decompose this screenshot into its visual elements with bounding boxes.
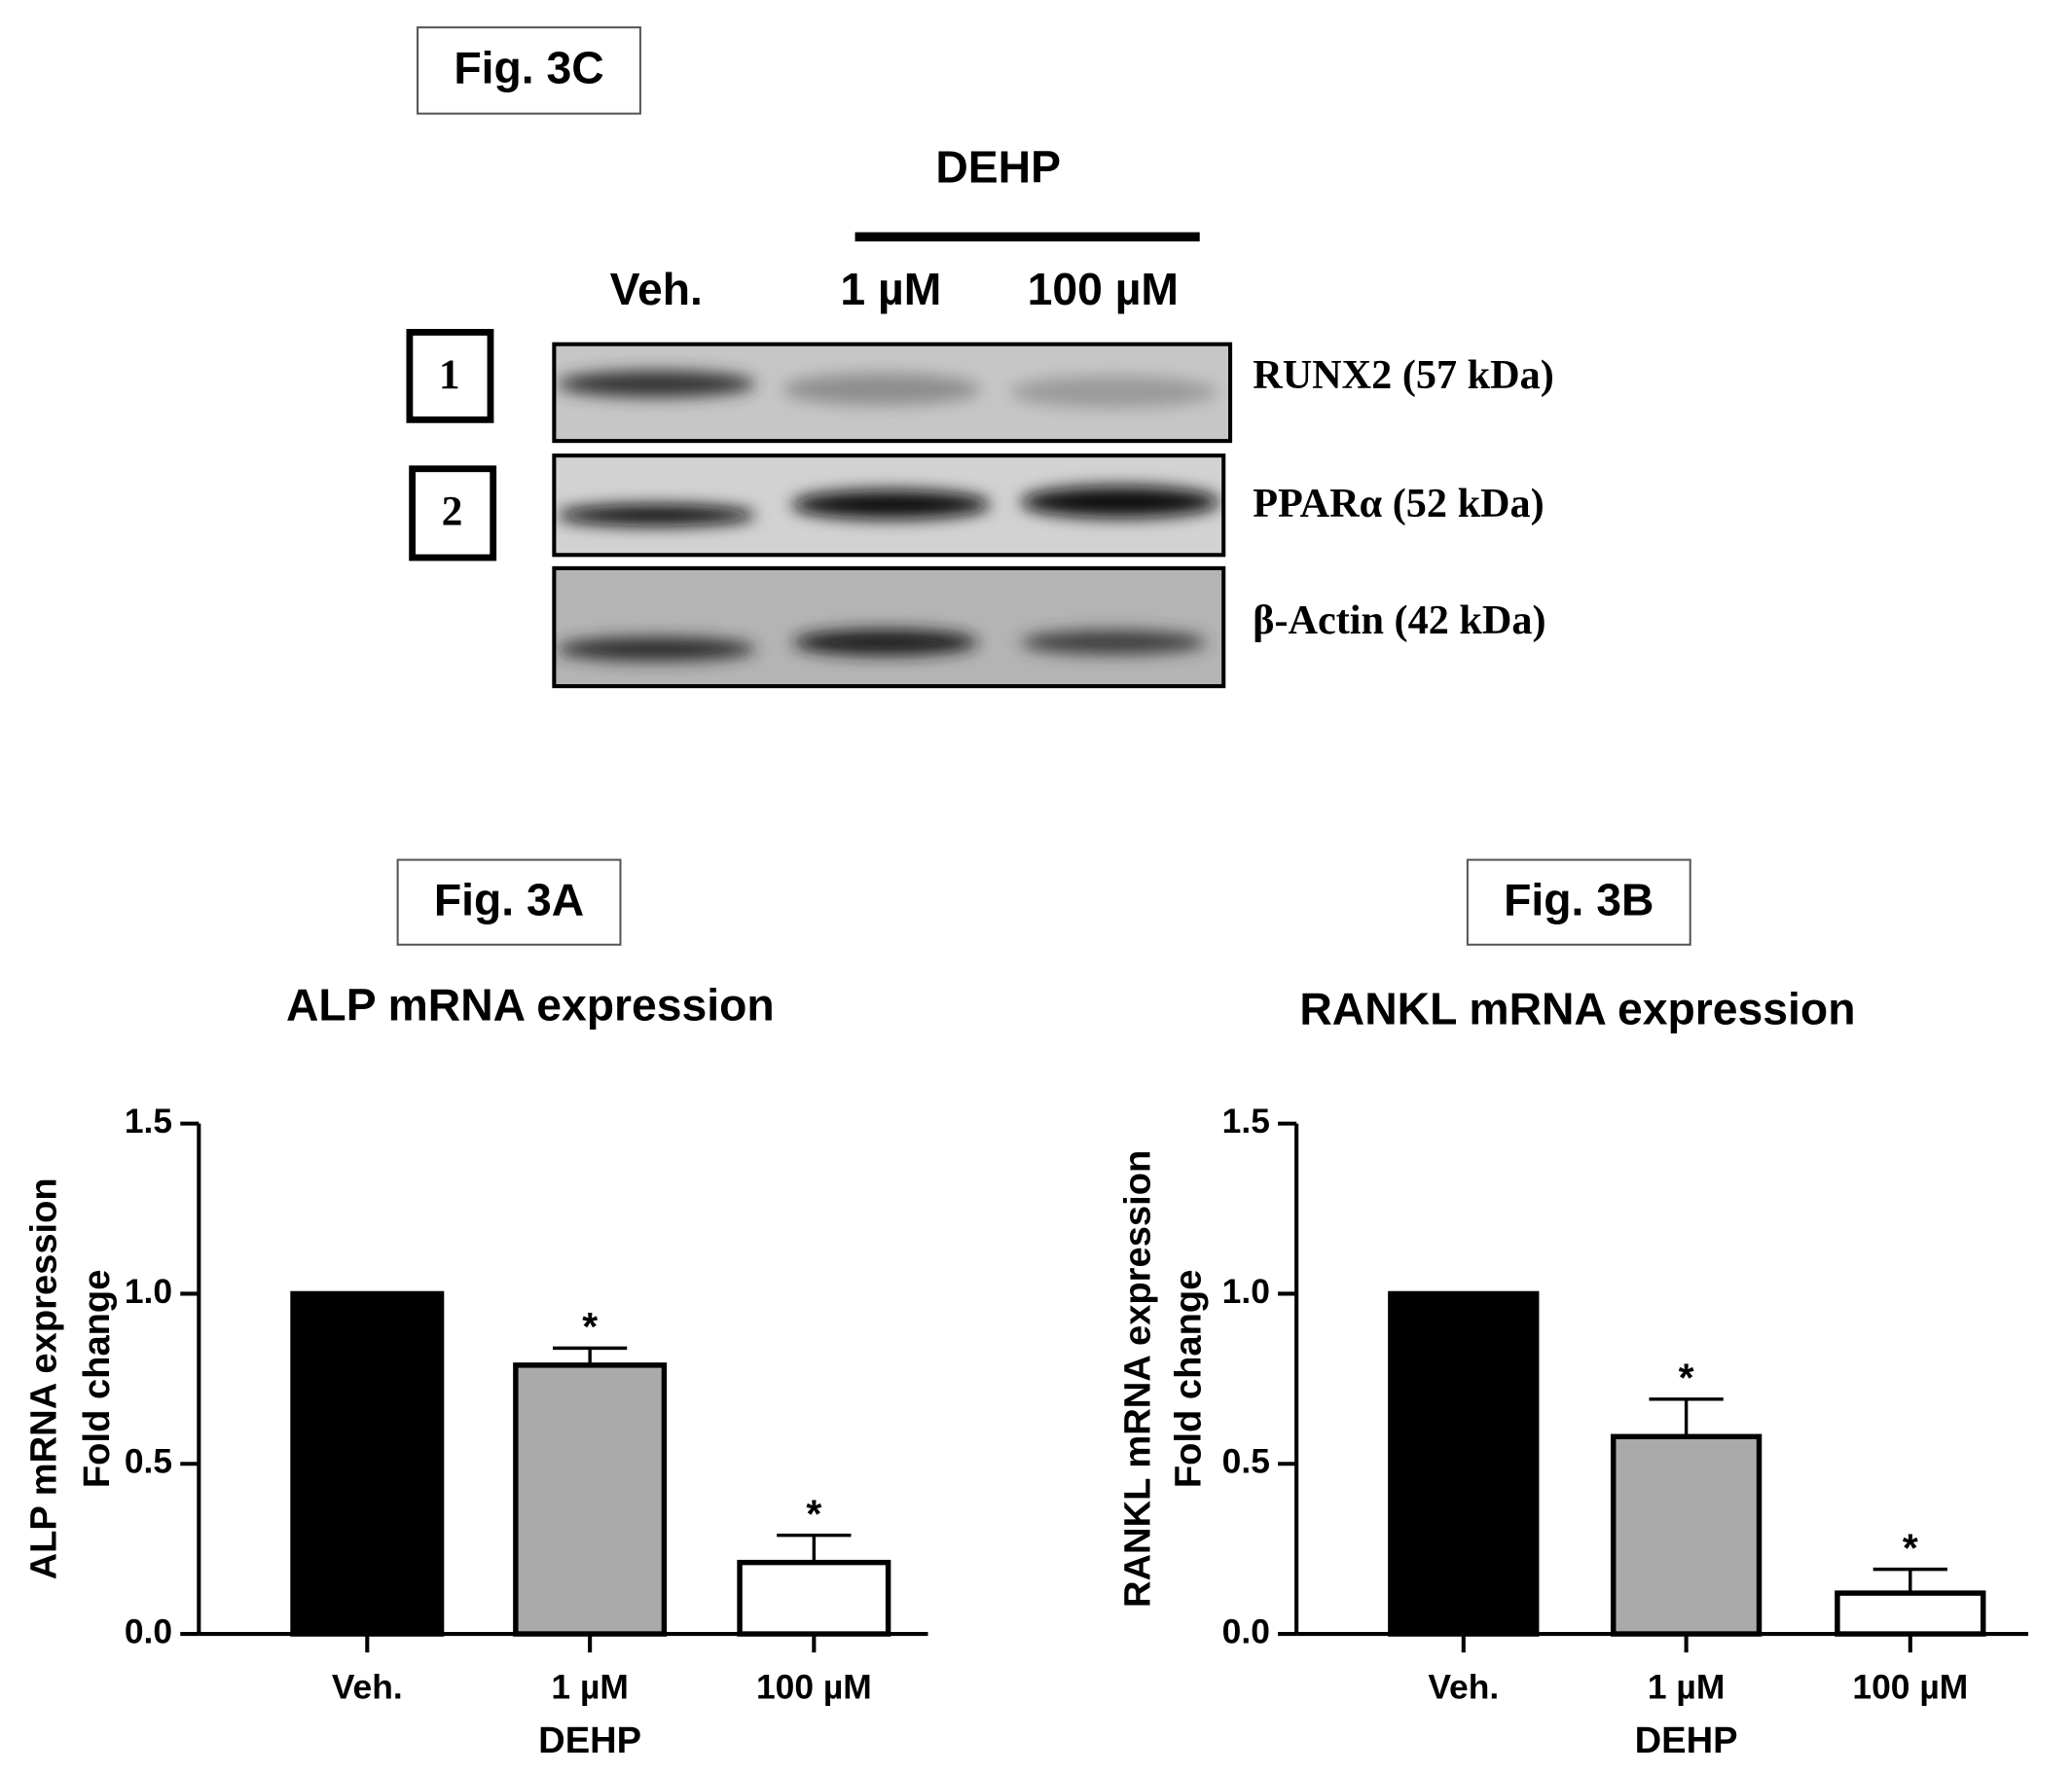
- y-tick-label: 1.0: [1222, 1272, 1270, 1311]
- row-marker: 2: [442, 488, 463, 534]
- y-tick-label: 1.5: [1222, 1102, 1270, 1140]
- lane-label: 100 µM: [1028, 264, 1179, 314]
- y-tick-label: 1.5: [125, 1102, 172, 1140]
- x-tick-label: Veh.: [332, 1668, 403, 1707]
- significance-label: *: [1903, 1525, 1918, 1570]
- group-label: DEHP: [935, 142, 1061, 193]
- bar: [290, 1290, 445, 1637]
- x-tick-label: 100 µM: [1852, 1668, 1968, 1707]
- y-tick-label: 0.0: [125, 1611, 172, 1650]
- blot-row: [554, 455, 1224, 556]
- lane-label: Veh.: [610, 264, 703, 314]
- significance-label: *: [582, 1304, 598, 1349]
- error-bar: [553, 1346, 628, 1365]
- y-tick-label: 0.5: [125, 1442, 172, 1481]
- significance-label: *: [806, 1491, 821, 1536]
- bar: [737, 1559, 891, 1637]
- x-tick-label: 1 µM: [1648, 1668, 1725, 1707]
- x-tick-label: 100 µM: [756, 1668, 872, 1707]
- row-marker-box: [406, 329, 494, 423]
- blot-panel: Fig. 3C DEHP Veh. 1 µM 100 µM: [406, 26, 1554, 689]
- y-tick-label: 0.5: [1222, 1442, 1270, 1481]
- bar: [1610, 1433, 1763, 1637]
- error-bar: [777, 1533, 852, 1563]
- row-marker-box: [409, 465, 497, 561]
- error-bar: [1649, 1397, 1724, 1437]
- bar: [1835, 1590, 1986, 1637]
- y-tick-label: 1.0: [125, 1272, 172, 1311]
- y-axis-label: RANKL mRNA expression: [1117, 1150, 1159, 1608]
- x-axis-label: DEHP: [538, 1720, 641, 1761]
- y-axis-label: Fold change: [76, 1270, 118, 1489]
- x-tick-label: 1 µM: [551, 1668, 628, 1707]
- y-axis-label: Fold change: [1167, 1270, 1209, 1489]
- error-bar: [1872, 1567, 1947, 1594]
- panel-label-box: [396, 858, 622, 946]
- y-axis-label: ALP mRNA expression: [23, 1177, 65, 1579]
- panel-label: Fig. 3A: [434, 875, 584, 925]
- bar: [1388, 1290, 1540, 1637]
- panel-label: Fig. 3C: [454, 42, 603, 92]
- panel-label-box: [417, 26, 641, 115]
- row-label: PPARα (52 kDa): [1253, 481, 1545, 526]
- lane-label: 1 µM: [840, 264, 941, 314]
- row-label: RUNX2 (57 kDa): [1253, 352, 1554, 398]
- row-marker: 1: [439, 351, 460, 398]
- blot-row: [554, 567, 1224, 687]
- x-axis-label: DEHP: [1635, 1720, 1738, 1761]
- panel-label: Fig. 3B: [1504, 875, 1654, 925]
- panel-label-box: [1466, 858, 1691, 946]
- significance-label: *: [1679, 1356, 1694, 1400]
- x-tick-label: Veh.: [1428, 1668, 1499, 1707]
- chart-title: RANKL mRNA expression: [1299, 983, 1855, 1033]
- y-tick-label: 0.0: [1222, 1611, 1270, 1650]
- blot-row: [554, 344, 1231, 442]
- chart-title: ALP mRNA expression: [286, 979, 775, 1030]
- row-label: β-Actin (42 kDa): [1253, 597, 1545, 643]
- bar: [513, 1362, 668, 1637]
